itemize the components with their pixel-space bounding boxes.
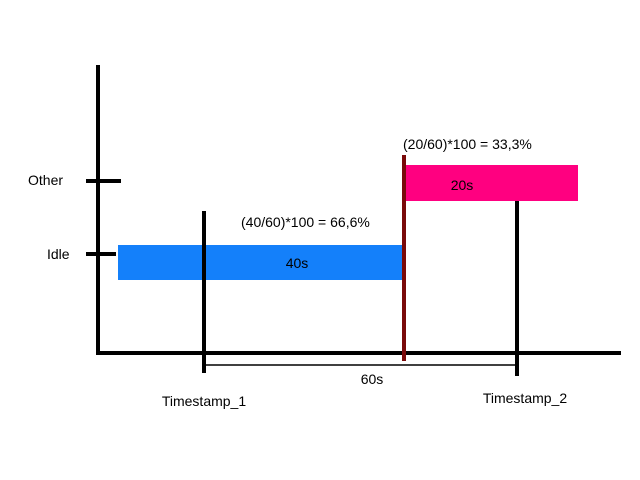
interval-label: 60s: [361, 371, 384, 387]
other-row-label: Other: [28, 172, 63, 188]
other-percentage-formula: (20/60)*100 = 33,3%: [403, 136, 532, 152]
idle-percentage-formula: (40/60)*100 = 66,6%: [241, 214, 370, 230]
idle-bar: [118, 245, 403, 280]
other-duration-label: 20s: [451, 177, 474, 193]
idle-duration-label: 40s: [286, 255, 309, 271]
timestamp-2-label: Timestamp_2: [483, 390, 568, 406]
other-bar: [403, 165, 578, 201]
timestamp-1-label: Timestamp_1: [162, 393, 247, 409]
idle-row-label: Idle: [47, 246, 70, 262]
